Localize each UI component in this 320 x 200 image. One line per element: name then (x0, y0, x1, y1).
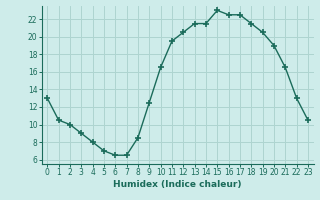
X-axis label: Humidex (Indice chaleur): Humidex (Indice chaleur) (113, 180, 242, 189)
